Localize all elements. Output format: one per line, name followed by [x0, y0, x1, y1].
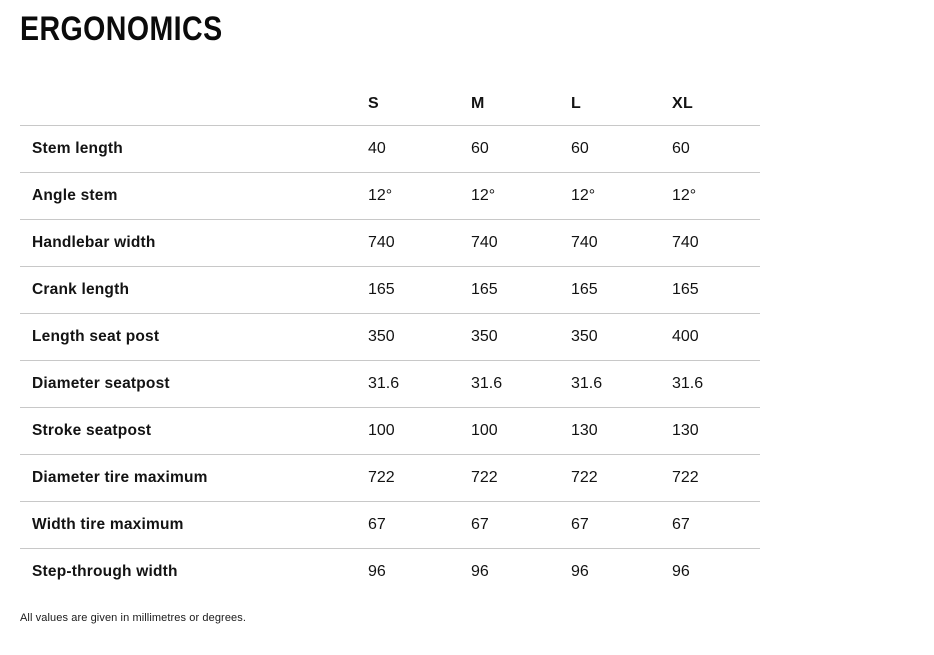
cell: 740 [368, 233, 395, 251]
cell: 12° [672, 186, 697, 204]
cell: 31.6 [471, 374, 503, 392]
row-label: Stem length [32, 139, 123, 157]
cell: 740 [672, 233, 699, 251]
cell: 67 [571, 515, 589, 533]
row-label: Diameter tire maximum [32, 468, 208, 486]
cell: 130 [672, 421, 699, 439]
row-label: Crank length [32, 280, 130, 298]
cell: 96 [471, 562, 489, 580]
column-header-l: L [571, 95, 582, 113]
table-row: Step-through width 96 96 96 96 [20, 548, 760, 595]
cell: 60 [672, 139, 690, 157]
table-row: Stem length 40 60 60 60 [20, 125, 760, 172]
table-row: Width tire maximum 67 67 67 67 [20, 501, 760, 548]
row-label: Length seat post [32, 327, 160, 345]
cell: 96 [672, 562, 690, 580]
row-label: Handlebar width [32, 233, 156, 251]
column-header-m: M [471, 95, 485, 113]
cell: 350 [571, 327, 598, 345]
cell: 722 [368, 468, 395, 486]
cell: 96 [368, 562, 386, 580]
cell: 722 [471, 468, 498, 486]
cell: 740 [571, 233, 598, 251]
cell: 350 [471, 327, 498, 345]
cell: 12° [571, 186, 596, 204]
cell: 12° [471, 186, 496, 204]
cell: 740 [471, 233, 498, 251]
cell: 31.6 [672, 374, 704, 392]
cell: 722 [672, 468, 699, 486]
table-row: Angle stem 12° 12° 12° 12° [20, 172, 760, 219]
table-row: Length seat post 350 350 350 400 [20, 313, 760, 360]
cell: 722 [571, 468, 598, 486]
row-label: Diameter seatpost [32, 374, 170, 392]
cell: 165 [571, 280, 598, 298]
cell: 100 [471, 421, 498, 439]
table-row: Handlebar width 740 740 740 740 [20, 219, 760, 266]
table-row: Stroke seatpost 100 100 130 130 [20, 407, 760, 454]
cell: 40 [368, 139, 386, 157]
row-label: Stroke seatpost [32, 421, 152, 439]
ergonomics-spec-table: S M L XL Stem length 40 60 60 60 Angle s… [20, 84, 760, 595]
cell: 130 [571, 421, 598, 439]
cell: 165 [471, 280, 498, 298]
row-label: Step-through width [32, 562, 178, 580]
cell: 12° [368, 186, 393, 204]
cell: 67 [471, 515, 489, 533]
cell: 96 [571, 562, 589, 580]
column-header-s: S [368, 95, 379, 113]
table-header-row: S M L XL [20, 84, 760, 125]
corner-cell [20, 84, 368, 125]
cell: 67 [368, 515, 386, 533]
cell: 350 [368, 327, 395, 345]
cell: 31.6 [368, 374, 400, 392]
page-title: ERGONOMICS [20, 10, 223, 48]
table-row: Diameter seatpost 31.6 31.6 31.6 31.6 [20, 360, 760, 407]
table-row: Diameter tire maximum 722 722 722 722 [20, 454, 760, 501]
cell: 67 [672, 515, 690, 533]
cell: 60 [571, 139, 589, 157]
cell: 165 [368, 280, 395, 298]
row-label: Width tire maximum [32, 515, 184, 533]
row-label: Angle stem [32, 186, 118, 204]
cell: 100 [368, 421, 395, 439]
cell: 60 [471, 139, 489, 157]
cell: 400 [672, 327, 699, 345]
units-footnote: All values are given in millimetres or d… [20, 612, 247, 624]
cell: 165 [672, 280, 699, 298]
cell: 31.6 [571, 374, 603, 392]
column-header-xl: XL [672, 95, 694, 113]
table-row: Crank length 165 165 165 165 [20, 266, 760, 313]
